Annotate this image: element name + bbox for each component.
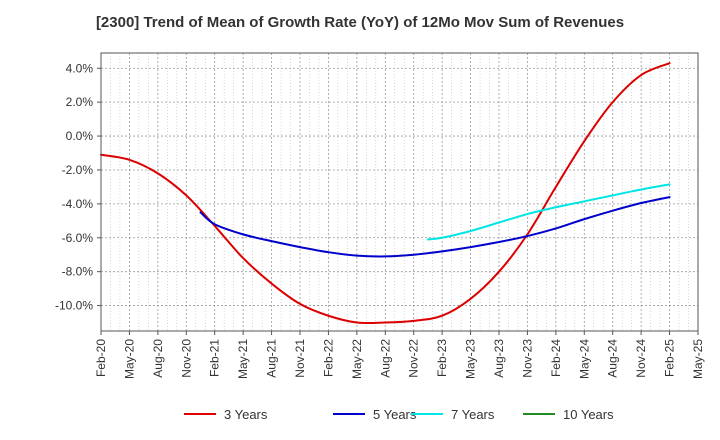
legend-label: 10 Years	[563, 407, 614, 422]
x-tick-label: May-22	[350, 339, 364, 379]
chart-title: [2300] Trend of Mean of Growth Rate (YoY…	[95, 14, 625, 31]
x-tick-label: May-24	[577, 339, 591, 379]
legend: 3 Years 5 Years 7 Years 10 Years	[184, 407, 614, 422]
x-tick-label: Nov-24	[634, 339, 648, 378]
x-tick-label: Feb-21	[208, 339, 222, 377]
legend-label: 3 Years	[224, 407, 268, 422]
x-tick-label: Feb-20	[94, 339, 108, 377]
x-axis-ticks: Feb-20 May-20 Aug-20 Nov-20 Feb-21 May-21 Aug-…	[94, 331, 705, 379]
x-tick-label: Feb-23	[435, 339, 449, 377]
x-tick-label: Aug-21	[265, 339, 279, 378]
x-tick-label: Nov-21	[293, 339, 307, 378]
x-tick-label: Nov-23	[520, 339, 534, 378]
plot-background	[101, 53, 698, 331]
x-tick-label: May-20	[122, 339, 136, 379]
y-axis-ticks: 4.0% 2.0% 0.0% -2.0% -4.0% -6.0% -8.0% -10.0%	[55, 61, 101, 313]
plot-border	[100, 52, 699, 332]
series-line-5-years	[199, 196, 671, 258]
x-tick-label: May-21	[236, 339, 250, 379]
y-tick-label: 0.0%	[66, 129, 94, 143]
horizontal-gridlines	[101, 67, 698, 306]
x-tick-label: Feb-25	[663, 339, 677, 377]
x-tick-label: Aug-22	[378, 339, 392, 378]
x-tick-label: Nov-22	[407, 339, 421, 378]
legend-label: 7 Years	[451, 407, 495, 422]
x-tick-label: Feb-22	[321, 339, 335, 377]
y-tick-label: -10.0%	[55, 299, 93, 313]
x-tick-label: Feb-24	[549, 339, 563, 377]
series-layer	[100, 62, 671, 325]
y-tick-label: 4.0%	[66, 61, 94, 75]
y-tick-label: -2.0%	[62, 163, 94, 177]
x-tick-label: Aug-23	[492, 339, 506, 378]
x-tick-label: Aug-24	[606, 339, 620, 378]
x-tick-label: Nov-20	[179, 339, 193, 378]
x-tick-label: Aug-20	[151, 339, 165, 378]
y-tick-label: -8.0%	[62, 265, 94, 279]
y-tick-label: -6.0%	[62, 231, 94, 245]
y-tick-label: 2.0%	[66, 95, 94, 109]
vertical-gridlines	[110, 53, 689, 331]
series-line-3-years	[100, 62, 671, 325]
series-line-7-years	[426, 183, 671, 241]
x-tick-label: May-23	[464, 339, 478, 379]
x-tick-label: May-25	[691, 339, 705, 379]
y-tick-label: -4.0%	[62, 197, 94, 211]
legend-label: 5 Years	[373, 407, 417, 422]
